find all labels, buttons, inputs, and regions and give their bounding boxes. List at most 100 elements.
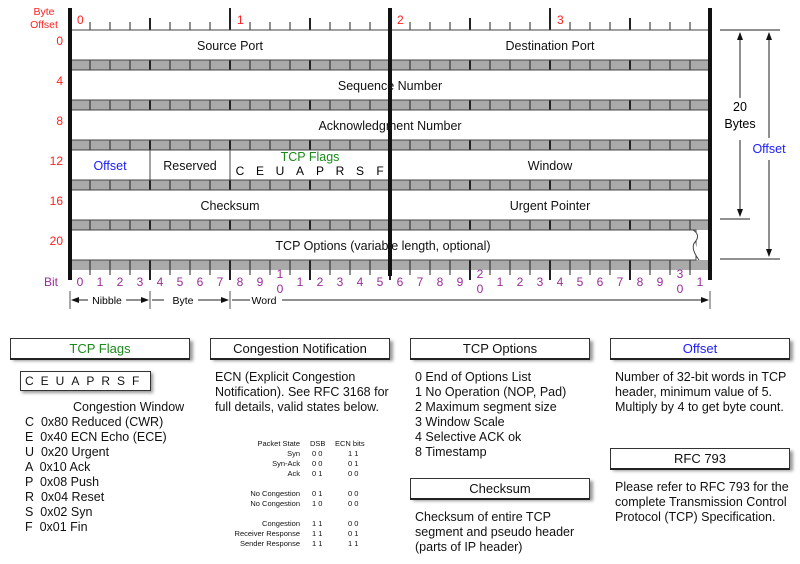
ecn-cell: Congestion <box>262 519 300 528</box>
tcp-flags-label: TCP Flags <box>281 150 340 164</box>
bit-number: 1 <box>277 267 284 281</box>
row-offset: 16 <box>50 194 64 208</box>
ecn-cell: Packet State <box>257 439 300 448</box>
ecn-cell: Syn <box>287 449 300 458</box>
field-label: Reserved <box>163 159 217 173</box>
row-offset: 8 <box>56 114 63 128</box>
row-offset: 20 <box>50 234 64 248</box>
field-box <box>229 149 391 181</box>
bit-number: 2 <box>117 275 124 289</box>
byte-number: 1 <box>237 13 244 27</box>
ecn-cell: Syn-Ack <box>272 459 300 468</box>
bit-number: 2 <box>477 267 484 281</box>
tcp-options-header: TCP Options <box>410 338 590 360</box>
field-box <box>149 149 231 181</box>
ecn-cell: 0 1 <box>348 529 359 538</box>
field-label: Window <box>528 159 573 173</box>
byte-number: 0 <box>77 13 84 27</box>
ecn-cell: 0 0 <box>312 449 323 458</box>
bit-number: 0 <box>77 275 84 289</box>
bit-number: 2 <box>517 275 524 289</box>
ecn-cell: Ack <box>287 469 300 478</box>
bit-number: 5 <box>377 275 384 289</box>
flag-item: R 0x04 Reset <box>25 490 105 504</box>
checksum-description: Checksum of entire TCP segment and pseud… <box>415 510 575 554</box>
field-label: Offset <box>93 159 127 173</box>
flag-item: U 0x20 Urgent <box>25 445 110 459</box>
ecn-cell: 1 1 <box>312 519 323 528</box>
bit-number: 3 <box>137 275 144 289</box>
ecn-cell: No Congestion <box>250 499 300 508</box>
row-offset: 0 <box>56 34 63 48</box>
ecn-cell: 0 0 <box>348 469 359 478</box>
bit-number: 8 <box>237 275 244 289</box>
congestion-header: Congestion Notification <box>210 338 390 360</box>
flag-item: A 0x10 Ack <box>25 460 91 474</box>
field-label: Checksum <box>200 199 259 213</box>
offset-description: Number of 32-bit words in TCP header, mi… <box>615 370 787 414</box>
bit-number: 3 <box>537 275 544 289</box>
ecn-cell: 0 0 <box>348 489 359 498</box>
flag-item: E 0x40 ECN Echo (ECE) <box>25 430 167 444</box>
option-item: 4 Selective ACK ok <box>415 430 522 444</box>
flag-letter: A <box>296 164 304 178</box>
option-item: 1 No Operation (NOP, Pad) <box>415 385 567 399</box>
row-offset: 4 <box>56 74 63 88</box>
field-label: TCP Options (variable length, optional) <box>275 239 490 253</box>
bit-number: 6 <box>397 275 404 289</box>
bit-number: 1 <box>297 275 304 289</box>
ecn-cell: 0 1 <box>312 469 323 478</box>
checksum-header: Checksum <box>410 478 590 500</box>
byte-label: Byte <box>172 295 193 307</box>
field-label: Destination Port <box>506 39 595 53</box>
ecn-cell: 1 1 <box>312 539 323 548</box>
tcp-flags-header: TCP Flags <box>10 338 190 360</box>
flag-letter: S <box>356 164 364 178</box>
option-item: 0 End of Options List <box>415 370 532 384</box>
bit-number: 5 <box>177 275 184 289</box>
word-label: Word <box>252 295 277 307</box>
byte-offset-label: Offset <box>30 19 58 31</box>
field-box <box>69 189 391 221</box>
bit-number: 4 <box>357 275 364 289</box>
bit-number: 6 <box>197 275 204 289</box>
bit-number: 3 <box>677 267 684 281</box>
flag-item: C 0x80 Reduced (CWR) <box>25 415 164 429</box>
ecn-table: Packet State DSB ECN bits Syn 0 0 1 1 Syn-Ack 0… <box>200 439 400 564</box>
flags-letter-box: CEUAPRSF <box>20 371 152 391</box>
ecn-cell: Sender Response <box>239 539 300 548</box>
flag-letter: R <box>336 164 345 178</box>
bit-number: 8 <box>437 275 444 289</box>
ecn-cell: ECN bits <box>335 439 365 448</box>
bit-number: 7 <box>617 275 624 289</box>
ecn-cell: 1 0 <box>312 499 323 508</box>
ecn-cell: 0 0 <box>348 519 359 528</box>
flag-letter: E <box>256 164 264 178</box>
20-bytes-label: Bytes <box>724 117 755 131</box>
byte-offset-label: Byte <box>33 6 54 18</box>
option-item: 8 Timestamp <box>415 445 487 459</box>
option-item: 3 Window Scale <box>415 415 505 429</box>
ecn-cell: 1 1 <box>348 449 359 458</box>
flag-letter: F <box>376 164 383 178</box>
bit-number: 1 <box>97 275 104 289</box>
ecn-cell: 0 0 <box>348 499 359 508</box>
flag-item: S 0x02 Syn <box>25 505 93 519</box>
ecn-description: ECN (Explicit Congestion Notification). … <box>215 370 389 414</box>
bit-number: 3 <box>337 275 344 289</box>
ecn-cell: Receiver Response <box>234 529 300 538</box>
ecn-cell: 0 1 <box>348 459 359 468</box>
ecn-cell: 0 1 <box>312 489 323 498</box>
20-bytes-label: 20 <box>733 100 747 114</box>
field-label: Urgent Pointer <box>510 199 591 213</box>
bit-number: 5 <box>577 275 584 289</box>
bit-number: 4 <box>557 275 564 289</box>
rfc-description: Please refer to RFC 793 for the complete… <box>615 480 789 524</box>
flag-letter: C <box>236 164 245 178</box>
bit-number: 0 <box>677 282 684 296</box>
bit-number: 0 <box>477 282 484 296</box>
bit-number: 7 <box>217 275 224 289</box>
bit-number: 9 <box>657 275 664 289</box>
flags-list: C 0x80 Reduced (CWR) E 0x40 ECN Echo (ECE… <box>25 415 167 535</box>
